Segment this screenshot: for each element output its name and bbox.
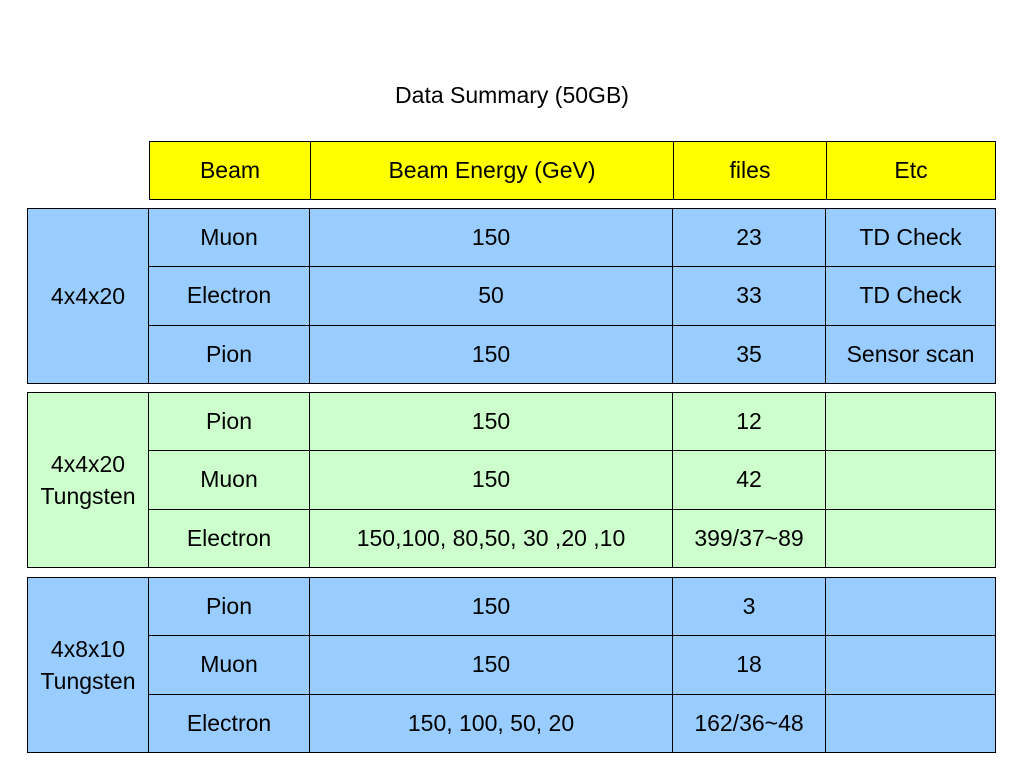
cell-etc xyxy=(826,393,995,450)
cell-energy: 150 xyxy=(310,636,673,694)
cell-beam: Pion xyxy=(149,325,310,383)
cell-beam: Electron xyxy=(149,267,310,325)
group-label-line: 4x4x20 xyxy=(50,451,126,477)
cell-etc: TD Check xyxy=(859,224,962,251)
cell-files: 3 xyxy=(673,578,826,636)
group-rows: Pion 150 3 Muon 150 18 Electron 150, 100… xyxy=(149,578,995,752)
cell-etc xyxy=(826,695,995,752)
table-row: Electron 50 33 TD Check xyxy=(149,267,995,326)
cell-etc: Sensor scan xyxy=(846,340,975,367)
table-row: Pion 150 12 xyxy=(149,393,995,452)
table-row: Muon 150 18 xyxy=(149,636,995,695)
cell-energy: 150 xyxy=(310,451,673,509)
group-rows: Muon 150 23 TD Check Electron 50 33 TD C… xyxy=(149,209,995,383)
table-row: Electron 150,100, 80,50, 30 ,20 ,10 399/… xyxy=(149,509,995,567)
header-beam: Beam xyxy=(150,142,311,199)
group-label: 4x4x20 xyxy=(28,209,149,383)
cell-energy: 50 xyxy=(310,267,673,325)
group-label-line: Tungsten xyxy=(40,483,136,509)
cell-energy: 150,100, 80,50, 30 ,20 ,10 xyxy=(310,509,673,567)
cell-energy: 150, 100, 50, 20 xyxy=(310,694,673,752)
cell-etc xyxy=(826,510,995,567)
table-header: Beam Beam Energy (GeV) files Etc xyxy=(149,141,996,200)
cell-files: 23 xyxy=(673,209,826,267)
cell-files: 12 xyxy=(673,393,826,451)
cell-beam: Muon xyxy=(149,451,310,509)
group-label-line: Tungsten xyxy=(40,668,136,694)
cell-etc xyxy=(826,451,995,508)
group-rows: Pion 150 12 Muon 150 42 Electron 150,100… xyxy=(149,393,995,567)
cell-files: 399/37~89 xyxy=(673,509,826,567)
header-etc: Etc xyxy=(894,157,928,183)
cell-energy: 150 xyxy=(310,209,673,267)
group-4x4x20-tungsten: 4x4x20 Tungsten Pion 150 12 Muon 150 42 … xyxy=(27,392,996,568)
cell-files: 162/36~48 xyxy=(673,694,826,752)
page-title: Data Summary (50GB) xyxy=(395,82,629,108)
table-row: Pion 150 3 xyxy=(149,578,995,637)
table-row: Muon 150 23 TD Check xyxy=(149,209,995,268)
group-label-line: 4x4x20 xyxy=(50,283,126,309)
cell-beam: Muon xyxy=(149,209,310,267)
cell-energy: 150 xyxy=(310,578,673,636)
cell-beam: Pion xyxy=(149,578,310,636)
cell-files: 42 xyxy=(673,451,826,509)
cell-files: 33 xyxy=(673,267,826,325)
cell-energy: 150 xyxy=(310,393,673,451)
table-row: Pion 150 35 Sensor scan xyxy=(149,325,995,383)
cell-beam: Muon xyxy=(149,636,310,694)
group-4x4x20: 4x4x20 Muon 150 23 TD Check Electron 50 … xyxy=(27,208,996,384)
cell-etc xyxy=(826,636,995,693)
header-files: files xyxy=(674,142,827,199)
cell-files: 18 xyxy=(673,636,826,694)
group-4x8x10-tungsten: 4x8x10 Tungsten Pion 150 3 Muon 150 18 E… xyxy=(27,577,996,753)
cell-etc: TD Check xyxy=(859,282,962,309)
table-row: Electron 150, 100, 50, 20 162/36~48 xyxy=(149,694,995,752)
header-beam-energy: Beam Energy (GeV) xyxy=(311,142,674,199)
cell-etc xyxy=(826,578,995,635)
table-row: Muon 150 42 xyxy=(149,451,995,510)
cell-beam: Electron xyxy=(149,694,310,752)
cell-beam: Electron xyxy=(149,509,310,567)
cell-energy: 150 xyxy=(310,325,673,383)
group-label: 4x4x20 Tungsten xyxy=(28,393,149,567)
group-label-line: 4x8x10 xyxy=(50,636,126,662)
group-label: 4x8x10 Tungsten xyxy=(28,578,149,752)
cell-files: 35 xyxy=(673,325,826,383)
cell-beam: Pion xyxy=(149,393,310,451)
